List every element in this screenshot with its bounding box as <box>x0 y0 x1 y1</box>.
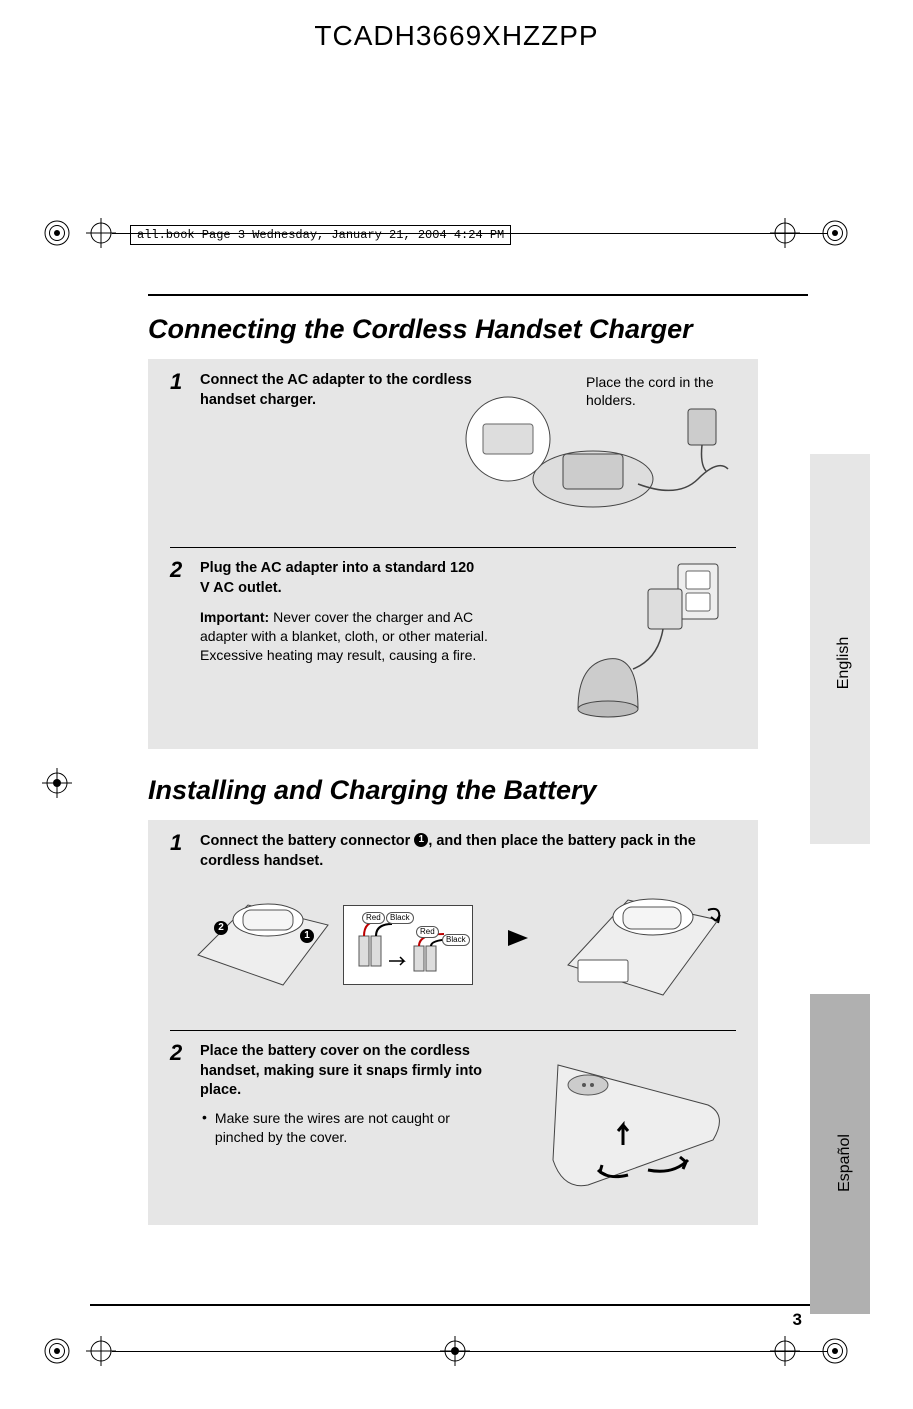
footer-rule <box>90 1304 810 1306</box>
illus-connector-detail: Red Black Red Black <box>343 905 473 985</box>
step-text-a: Connect the battery connector <box>200 833 414 849</box>
step-divider-2 <box>170 1030 736 1031</box>
illus-battery-right <box>558 875 728 1005</box>
ref-circle-1: 1 <box>414 833 428 847</box>
sidebar-label-es: Español <box>836 1134 854 1192</box>
step-text: Place the battery cover on the cordless … <box>200 1042 500 1101</box>
section2-step2: 2 Place the battery cover on the cordles… <box>170 1042 500 1146</box>
ref-circle-1-img: 1 <box>300 929 314 943</box>
section1-box: 1 Connect the AC adapter to the cordless… <box>148 359 758 749</box>
step-bullet: • Make sure the wires are not caught or … <box>202 1109 500 1147</box>
section2-title: Installing and Charging the Battery <box>148 775 870 806</box>
section2-step1: 1 Connect the battery connector 1, and t… <box>170 832 736 871</box>
section1-step2: 2 Plug the AC adapter into a standard 12… <box>170 559 490 665</box>
page-number: 3 <box>793 1310 802 1330</box>
step-note: Important: Never cover the charger and A… <box>200 608 490 665</box>
reg-target-bot-center <box>440 1336 470 1371</box>
section1-title: Connecting the Cordless Handset Charger <box>148 314 870 345</box>
ref-circle-2-img: 2 <box>214 921 228 935</box>
wire-black-2: Black <box>442 934 470 946</box>
bullet-icon: • <box>202 1109 207 1147</box>
step-text: Connect the battery connector 1, and the… <box>200 832 736 871</box>
illus-battery-left <box>188 875 338 995</box>
rule-top <box>148 294 808 296</box>
reg-line-bot <box>112 1351 832 1352</box>
reg-mark-mid-left <box>42 768 72 803</box>
model-code: TCADH3669XHZZPP <box>0 20 913 52</box>
reg-target-bot-left <box>86 1336 116 1371</box>
reg-mark-bot-right <box>820 1336 850 1371</box>
illus-cover-snap <box>528 1045 738 1205</box>
step-num: 2 <box>170 1042 188 1064</box>
step-divider <box>170 547 736 548</box>
step-num: 1 <box>170 832 188 854</box>
reg-target-top-left <box>86 218 116 253</box>
illus-charger-connect <box>428 369 738 529</box>
bullet-text: Make sure the wires are not caught or pi… <box>215 1109 500 1147</box>
page-content: English Español Connecting the Cordless … <box>88 294 870 1324</box>
step-num: 1 <box>170 371 188 393</box>
reg-mark-top-right <box>820 218 850 253</box>
note-label: Important: <box>200 609 269 625</box>
illus-outlet-plug <box>538 559 738 729</box>
sidebar-english: English <box>810 454 870 844</box>
wire-red-2: Red <box>416 926 439 938</box>
reg-mark-bot-left <box>42 1336 72 1371</box>
reg-target-bot-right <box>770 1336 800 1371</box>
sidebar-espanol: Español <box>810 994 870 1314</box>
step-num: 2 <box>170 559 188 581</box>
reg-mark-top-left <box>42 218 72 253</box>
wire-black-1: Black <box>386 912 414 924</box>
build-stamp: all.book Page 3 Wednesday, January 21, 2… <box>130 225 511 245</box>
arrow-right-icon <box>508 930 528 946</box>
section2-box: 1 Connect the battery connector 1, and t… <box>148 820 758 1225</box>
step-text: Plug the AC adapter into a standard 120 … <box>200 559 480 598</box>
reg-target-top-right <box>770 218 800 253</box>
sidebar-label-en: English <box>835 637 853 689</box>
wire-red-1: Red <box>362 912 385 924</box>
